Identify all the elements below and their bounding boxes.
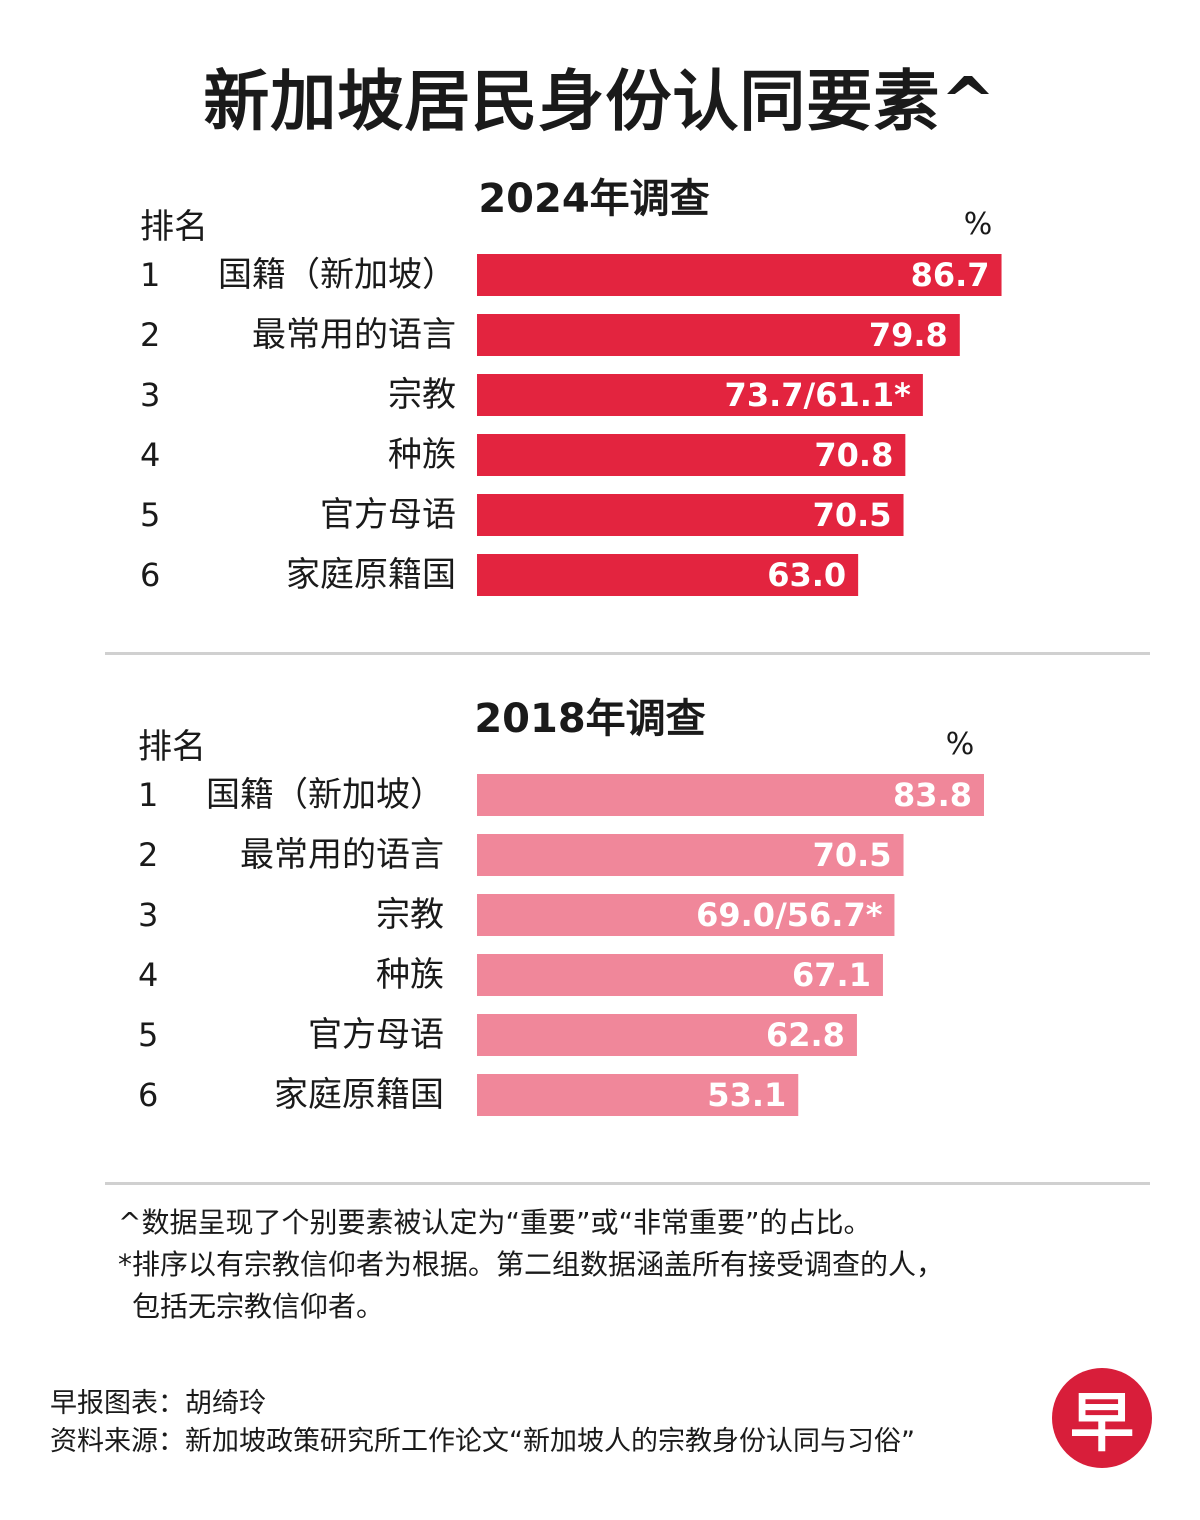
rank-number: 5 xyxy=(138,1016,158,1054)
credits: 早报图表：胡绮玲 资料来源：新加坡政策研究所工作论文“新加坡人的宗教身份认同与习… xyxy=(50,1385,915,1461)
value-label: 63.0 xyxy=(767,556,846,594)
chart-title: 2018年调查 xyxy=(474,696,705,742)
category-label: 家庭原籍国 xyxy=(286,555,456,595)
chart-2018: 2018年调查排名% 1 国籍（新加坡） 83.8 2 最常用的语言 70.5 3 宗教 69.0… xyxy=(0,680,1200,1150)
value-label: 67.1 xyxy=(792,956,871,994)
bar xyxy=(477,554,859,596)
unit-label: % xyxy=(964,207,993,242)
value-label: 53.1 xyxy=(707,1076,786,1114)
chart-credit: 早报图表：胡绮玲 xyxy=(50,1388,266,1419)
bar xyxy=(477,314,960,356)
bar xyxy=(477,374,923,416)
bar xyxy=(477,834,904,876)
category-label: 种族 xyxy=(376,955,444,995)
category-label: 最常用的语言 xyxy=(240,835,444,875)
main-title: 新加坡居民身份认同要素^ xyxy=(203,63,997,140)
source-credit: 资料来源：新加坡政策研究所工作论文“新加坡人的宗教身份认同与习俗” xyxy=(50,1426,915,1457)
category-label: 国籍（新加坡） xyxy=(206,775,444,815)
value-label: 70.8 xyxy=(814,436,893,474)
bar xyxy=(477,254,1002,296)
value-label: 70.5 xyxy=(813,496,892,534)
value-label: 83.8 xyxy=(893,776,972,814)
value-label: 70.5 xyxy=(813,836,892,874)
footnote-asterisk: *排序以有宗教信仰者为根据。第二组数据涵盖所有接受调查的人， xyxy=(118,1248,945,1281)
bar xyxy=(477,494,904,536)
value-label: 62.8 xyxy=(766,1016,845,1054)
category-label: 种族 xyxy=(388,435,456,475)
category-label: 宗教 xyxy=(376,895,444,935)
bar xyxy=(477,1074,799,1116)
footnote-caret: ^数据呈现了个别要素被认定为“重要”或“非常重要”的占比。 xyxy=(118,1206,872,1239)
rank-number: 1 xyxy=(140,256,160,294)
value-label: 69.0/56.7* xyxy=(696,896,883,934)
notes-divider xyxy=(105,1182,1150,1185)
zaobao-logo: 早 xyxy=(1052,1368,1152,1468)
category-label: 官方母语 xyxy=(308,1015,444,1055)
section-divider xyxy=(105,652,1150,655)
bar xyxy=(477,774,984,816)
rank-number: 4 xyxy=(140,436,160,474)
chart-2024: 2024年调查排名% 1 国籍（新加坡） 86.7 2 最常用的语言 79.8 3 宗教 73.7… xyxy=(0,160,1200,630)
rank-header: 排名 xyxy=(140,207,208,247)
value-label: 86.7 xyxy=(911,256,990,294)
rank-number: 3 xyxy=(138,896,158,934)
category-label: 国籍（新加坡） xyxy=(218,255,456,295)
chart-title: 2024年调查 xyxy=(478,176,709,222)
rank-number: 6 xyxy=(140,556,160,594)
rank-number: 2 xyxy=(138,836,158,874)
bar xyxy=(477,894,895,936)
rank-number: 3 xyxy=(140,376,160,414)
rank-number: 2 xyxy=(140,316,160,354)
footnotes: ^数据呈现了个别要素被认定为“重要”或“非常重要”的占比。 *排序以有宗教信仰者… xyxy=(118,1202,1118,1328)
rank-header: 排名 xyxy=(138,727,206,767)
rank-number: 1 xyxy=(138,776,158,814)
category-label: 家庭原籍国 xyxy=(274,1075,444,1115)
bar xyxy=(477,954,883,996)
rank-number: 6 xyxy=(138,1076,158,1114)
bar xyxy=(477,1014,857,1056)
unit-label: % xyxy=(946,727,975,762)
category-label: 官方母语 xyxy=(320,495,456,535)
bar xyxy=(477,434,906,476)
value-label: 79.8 xyxy=(869,316,948,354)
category-label: 最常用的语言 xyxy=(252,315,456,355)
value-label: 73.7/61.1* xyxy=(725,376,912,414)
category-label: 宗教 xyxy=(388,375,456,415)
rank-number: 4 xyxy=(138,956,158,994)
footnote-asterisk-cont: 包括无宗教信仰者。 xyxy=(132,1290,385,1323)
rank-number: 5 xyxy=(140,496,160,534)
